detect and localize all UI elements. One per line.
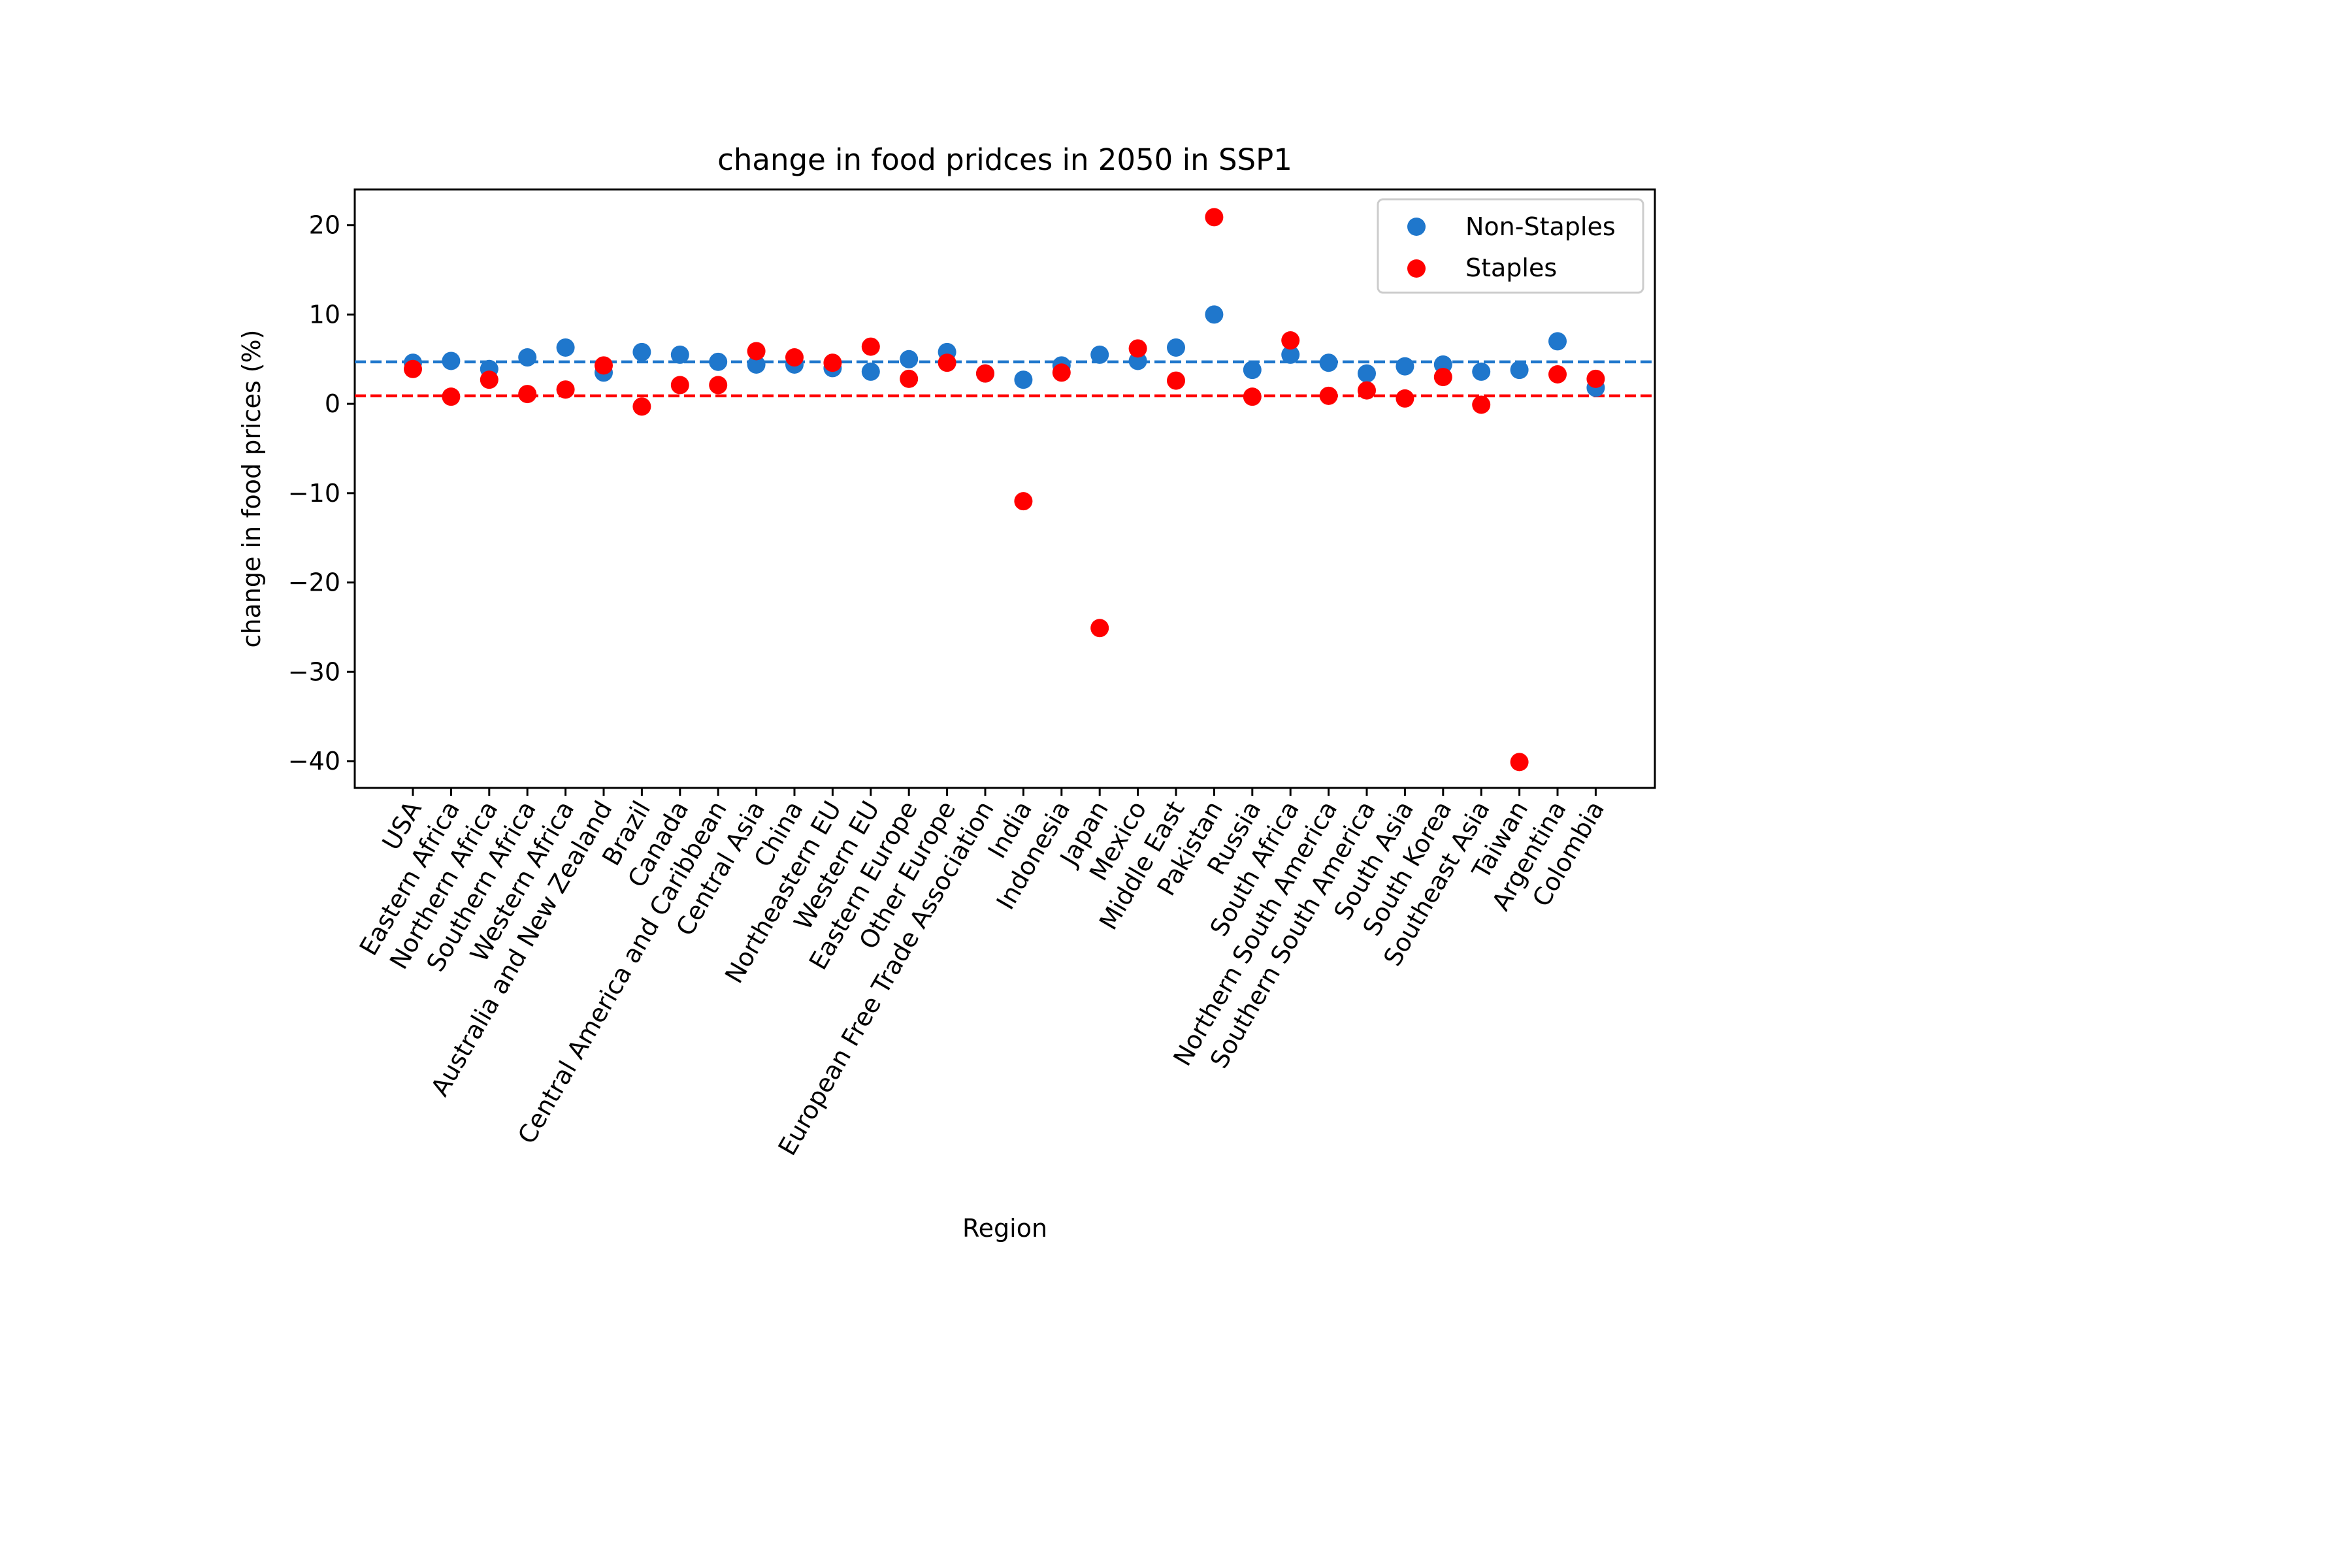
point-staples-taiwan [1510,753,1529,772]
point-non-staples-northern-south-america [1319,353,1338,372]
point-staples-northern-south-america [1319,386,1338,405]
point-staples-russia [1243,387,1262,406]
y-axis-label: change in food prices (%) [237,330,266,648]
y-tick-label: −40 [288,747,340,776]
y-tick-label: 20 [309,211,340,240]
y-tick-label: −30 [288,657,340,686]
plot-area-frame [353,188,1656,789]
point-staples-southeast-asia [1472,395,1491,414]
y-tick-label: −10 [288,479,340,508]
point-non-staples-india [1014,370,1033,389]
point-staples-india [1014,492,1033,511]
point-staples-mexico [1128,339,1147,358]
point-staples-china [785,348,804,367]
point-non-staples-pakistan [1205,305,1224,324]
point-non-staples-central-asia [747,355,766,374]
point-staples-other-europe [938,353,956,372]
point-staples-northern-africa [480,370,498,389]
point-staples-eastern-africa [442,387,461,406]
legend: Non-Staples Staples [1377,198,1644,294]
point-staples-southern-africa [518,385,537,404]
point-staples-indonesia [1052,363,1071,382]
point-staples-central-asia [747,342,766,361]
point-staples-southern-south-america [1358,381,1376,400]
point-non-staples-argentina [1548,332,1567,351]
point-non-staples-central-america-and-caribbean [709,352,728,371]
point-non-staples-japan [1090,345,1109,364]
legend-frame [1377,198,1644,294]
point-non-staples-western-africa [556,338,575,357]
point-non-staples-canada [670,345,689,364]
point-non-staples-southern-africa [518,348,537,367]
point-staples-western-africa [556,380,575,399]
point-non-staples-south-korea [1433,355,1452,374]
point-staples-argentina [1548,365,1567,384]
legend-label-staples: Staples [1465,253,1557,282]
point-non-staples-mexico [1128,351,1147,370]
y-tick-label: 0 [325,389,340,418]
point-staples-australia-and-new-zealand [595,356,613,375]
point-non-staples-middle-east [1167,338,1185,357]
y-axis: −40 −30 −20 −10 0 10 20 [288,211,355,776]
point-staples-western-eu [861,337,880,356]
point-staples-usa [404,359,422,378]
point-staples-pakistan [1205,208,1224,227]
point-staples-colombia [1586,369,1605,388]
legend-label-non-staples: Non-Staples [1465,212,1616,241]
y-tick-label: −20 [288,568,340,597]
x-axis-label: Region [962,1214,1047,1243]
chart-title: change in food pridces in 2050 in SSP1 [717,142,1292,177]
point-non-staples-eastern-europe [900,350,919,368]
point-staples-middle-east [1167,371,1185,390]
point-non-staples-southern-south-america [1358,364,1376,383]
point-non-staples-brazil [632,342,651,361]
point-staples-japan [1090,619,1109,638]
point-non-staples-southeast-asia [1472,362,1491,381]
point-staples-northeastern-eu [823,353,842,372]
point-staples-european-free-trade-association [976,364,994,383]
point-staples-canada [670,376,689,395]
y-tick-label: 10 [309,300,340,329]
point-staples-brazil [632,397,651,416]
point-non-staples-western-eu [861,362,880,381]
data-points [404,208,1605,772]
point-non-staples-south-asia [1396,357,1414,376]
point-staples-south-asia [1396,389,1414,408]
point-staples-south-korea [1433,368,1452,387]
point-non-staples-russia [1243,361,1262,380]
point-staples-south-africa [1281,331,1300,350]
point-non-staples-eastern-africa [442,351,461,370]
point-staples-central-america-and-caribbean [709,376,728,395]
legend-marker-non-staples [1407,218,1426,236]
point-non-staples-south-africa [1281,345,1300,364]
point-non-staples-taiwan [1510,361,1529,380]
legend-marker-staples [1407,259,1426,278]
point-staples-eastern-europe [900,369,919,388]
